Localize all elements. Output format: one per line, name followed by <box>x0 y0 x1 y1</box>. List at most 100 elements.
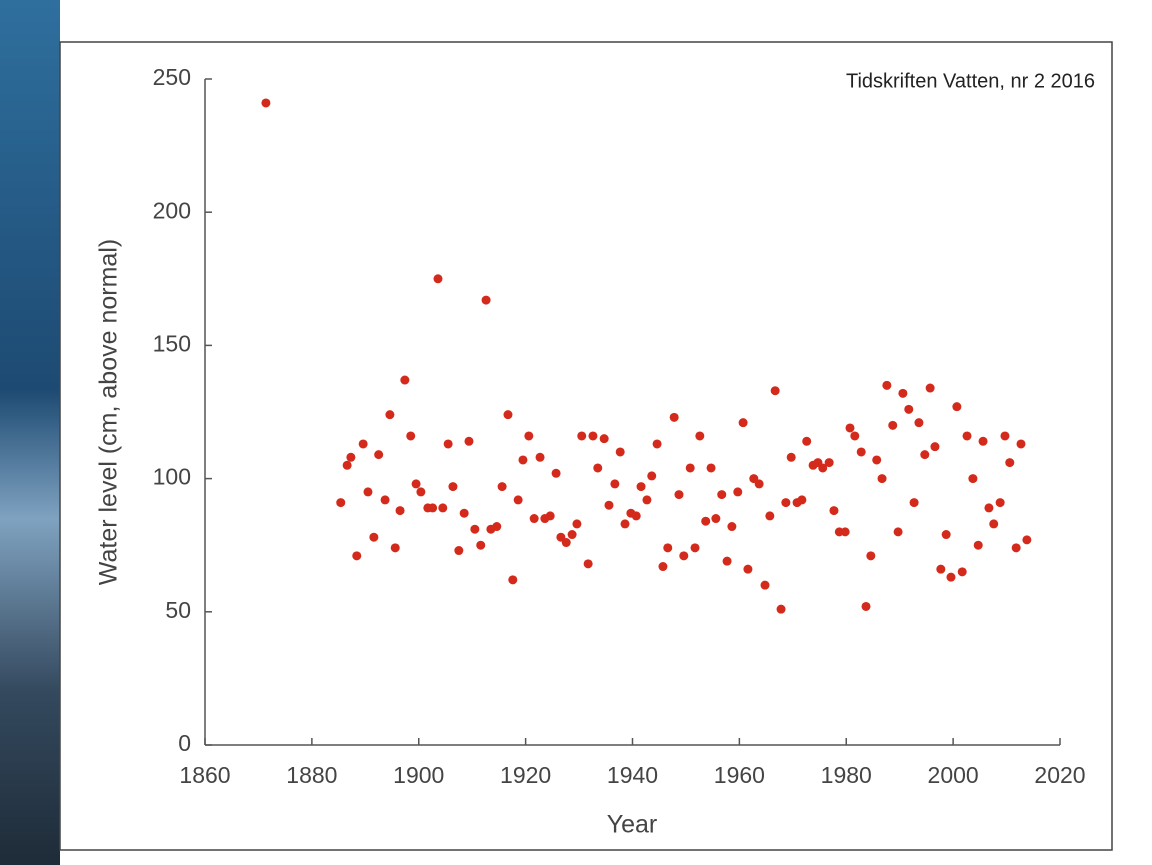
point <box>850 431 860 441</box>
point <box>760 580 770 590</box>
point <box>385 410 395 420</box>
annotation: Tidskriften Vatten, nr 2 2016 <box>846 70 1095 92</box>
point <box>503 410 513 420</box>
point <box>658 562 668 572</box>
point <box>610 479 620 489</box>
point <box>989 519 999 529</box>
point <box>561 538 571 548</box>
point <box>754 479 764 489</box>
point <box>877 474 887 484</box>
point <box>861 601 871 611</box>
point <box>583 559 593 569</box>
point <box>743 564 753 574</box>
point <box>433 274 443 284</box>
point <box>946 572 956 582</box>
point <box>717 490 727 500</box>
point <box>776 604 786 614</box>
point <box>930 442 940 452</box>
y-tick-label: 150 <box>153 330 191 356</box>
point <box>962 431 972 441</box>
x-tick-label: 1960 <box>714 762 765 788</box>
point <box>727 522 737 532</box>
point <box>829 506 839 516</box>
point <box>518 455 528 465</box>
point <box>840 527 850 537</box>
point <box>411 479 421 489</box>
y-tick-label: 100 <box>153 464 191 490</box>
point <box>567 530 577 540</box>
point <box>342 460 352 470</box>
point <box>733 487 743 497</box>
point <box>797 495 807 505</box>
x-tick-label: 1880 <box>286 762 337 788</box>
point <box>893 527 903 537</box>
point <box>898 388 908 398</box>
point <box>428 503 438 513</box>
point <box>535 452 545 462</box>
y-tick-label: 250 <box>153 64 191 90</box>
background-photo <box>0 0 60 865</box>
point <box>802 436 812 446</box>
x-tick-label: 1860 <box>179 762 230 788</box>
point <box>620 519 630 529</box>
point <box>786 452 796 462</box>
point <box>856 447 866 457</box>
point <box>936 564 946 574</box>
x-tick-label: 1920 <box>500 762 551 788</box>
point <box>406 431 416 441</box>
point <box>1000 431 1010 441</box>
point <box>604 500 614 510</box>
point <box>882 380 892 390</box>
point <box>545 511 555 521</box>
point <box>1011 543 1021 553</box>
point <box>346 452 356 462</box>
point <box>824 458 834 468</box>
point <box>845 423 855 433</box>
point <box>599 434 609 444</box>
point <box>363 487 373 497</box>
point <box>781 498 791 508</box>
point <box>978 436 988 446</box>
y-tick-label: 50 <box>165 597 191 623</box>
point <box>738 418 748 428</box>
point <box>395 506 405 516</box>
point <box>529 514 539 524</box>
point <box>1005 458 1015 468</box>
point <box>492 522 502 532</box>
point <box>818 463 828 473</box>
point <box>358 439 368 449</box>
point <box>380 495 390 505</box>
point <box>706 463 716 473</box>
point <box>679 551 689 561</box>
point <box>588 431 598 441</box>
point <box>513 495 523 505</box>
x-tick-label: 2020 <box>1034 762 1085 788</box>
point <box>925 383 935 393</box>
x-tick-label: 1900 <box>393 762 444 788</box>
point <box>464 436 474 446</box>
point <box>770 386 780 396</box>
point <box>952 402 962 412</box>
point <box>872 455 882 465</box>
point <box>416 487 426 497</box>
point <box>1022 535 1032 545</box>
point <box>593 463 603 473</box>
point <box>481 295 491 305</box>
point <box>909 498 919 508</box>
point <box>448 482 458 492</box>
y-axis-label: Water level (cm, above normal) <box>95 239 123 585</box>
point <box>995 498 1005 508</box>
x-tick-label: 1940 <box>607 762 658 788</box>
point <box>647 471 657 481</box>
point <box>631 511 641 521</box>
point <box>390 543 400 553</box>
point <box>374 450 384 460</box>
point <box>508 575 518 585</box>
point <box>476 540 486 550</box>
point <box>914 418 924 428</box>
point <box>690 543 700 553</box>
point <box>470 524 480 534</box>
x-axis-label: Year <box>607 811 658 839</box>
point <box>701 516 711 526</box>
